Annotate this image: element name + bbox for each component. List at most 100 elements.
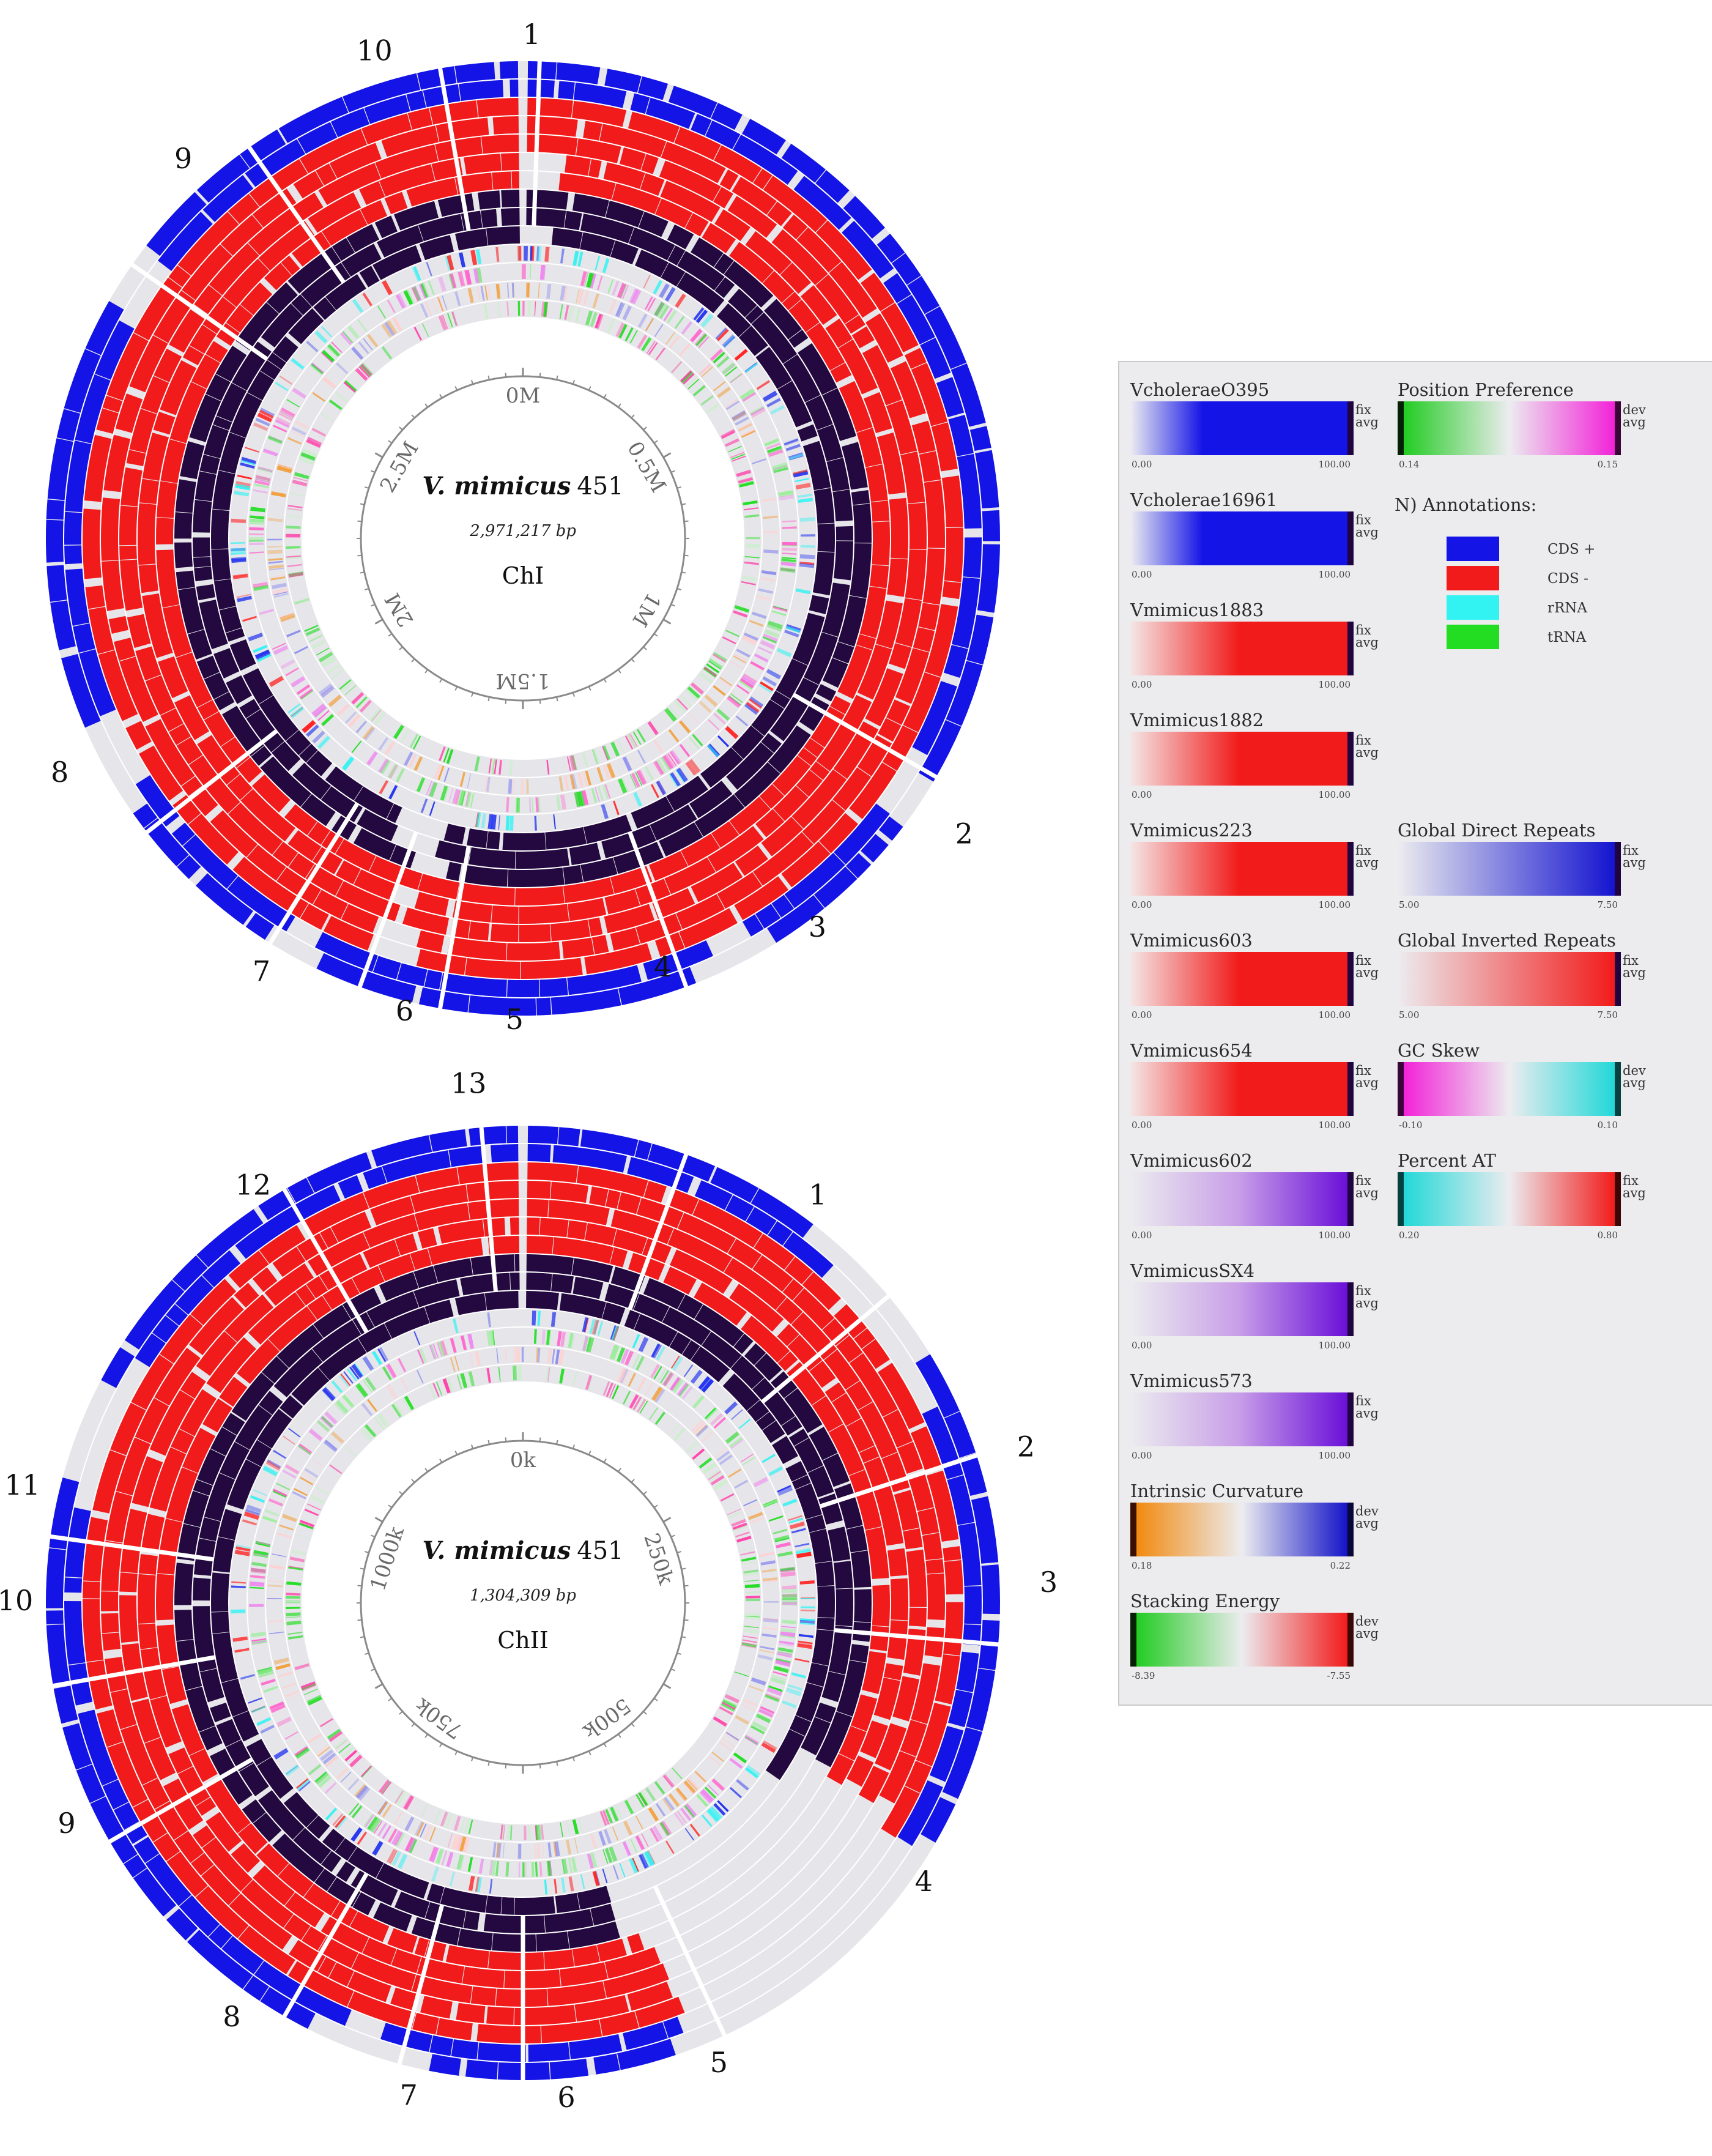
feature-tick (694, 1772, 706, 1783)
region-boundary (246, 145, 346, 284)
track-segment (539, 978, 568, 997)
feature-tick (404, 1816, 415, 1832)
track-segment (507, 979, 539, 997)
track-segment (135, 1398, 169, 1444)
track-segment (332, 237, 355, 261)
track-segment (284, 804, 317, 836)
feature-tick (779, 1640, 795, 1645)
track-segment (717, 872, 763, 909)
track-segment (691, 114, 712, 136)
track-segment (942, 581, 962, 600)
feature-tick (664, 754, 675, 769)
track-segment (146, 191, 207, 256)
feature-tick (782, 526, 797, 529)
track-segment (424, 1902, 466, 1928)
feature-tick (796, 1549, 811, 1555)
feature-tick (718, 677, 732, 688)
track-segment (724, 261, 774, 308)
feature-tick (735, 1531, 750, 1537)
track-segment (640, 173, 665, 196)
track-segment (803, 632, 839, 685)
feature-tick (732, 455, 746, 462)
track-segment (424, 1299, 454, 1323)
feature-tick (569, 774, 576, 790)
feature-tick (235, 485, 250, 491)
track-segment (463, 1911, 480, 1930)
scale-tick (454, 686, 458, 691)
track-segment (872, 521, 890, 566)
track-segment (828, 1424, 865, 1476)
feature-tick (740, 1551, 755, 1556)
scale-tick (439, 678, 443, 683)
track-segment (714, 209, 751, 242)
feature-tick (602, 746, 609, 760)
feature-track (249, 264, 797, 812)
feature-tick (788, 453, 804, 460)
feature-tick (744, 702, 759, 715)
feature-tick (284, 1731, 298, 1740)
feature-tick (784, 438, 799, 445)
feature-tick (363, 1814, 373, 1827)
legend-gradient-bar (1136, 1613, 1347, 1667)
track-segment (288, 308, 324, 344)
feature-tick (721, 429, 736, 439)
feature-tick (298, 1780, 311, 1792)
legend-tag1: dev (1623, 403, 1646, 417)
track-segment (83, 1599, 104, 1662)
feature-tick (799, 517, 815, 522)
track-segment (189, 394, 221, 442)
feature-tick (490, 759, 495, 774)
track-segment (944, 1560, 963, 1595)
track-segment (457, 1162, 519, 1184)
track-segment (264, 262, 292, 291)
track-segment (755, 809, 785, 838)
region-boundary (833, 1627, 1000, 1647)
feature-tick (517, 301, 521, 316)
feature-tick (268, 560, 283, 564)
feature-tick (361, 1766, 372, 1778)
feature-tick (273, 1657, 289, 1665)
feature-tick (745, 1591, 760, 1594)
feature-tick (450, 273, 457, 289)
track-segment (815, 170, 850, 203)
feature-tick (692, 385, 706, 396)
track-segment (783, 354, 821, 403)
feature-tick (607, 279, 614, 294)
track-segment (234, 1282, 259, 1308)
track-segment (500, 208, 520, 226)
track-segment (206, 374, 231, 401)
feature-tick (698, 336, 710, 348)
feature-tick (284, 1464, 300, 1474)
feature-tick (516, 1347, 521, 1362)
feature-tick (242, 1519, 258, 1526)
feature-tick (347, 1778, 360, 1791)
feature-tick (328, 694, 342, 707)
track-segment (491, 1144, 519, 1162)
feature-tick (249, 533, 264, 535)
feature-tick (382, 1366, 392, 1381)
feature-tick (766, 1687, 782, 1697)
feature-tick (254, 484, 269, 488)
feature-tick (536, 246, 539, 261)
track-segment (195, 873, 253, 925)
feature-tick (321, 413, 334, 422)
track-segment (166, 1467, 198, 1522)
track-segment (825, 318, 853, 348)
track-segment (259, 695, 299, 741)
legend-bar-end (1615, 1172, 1621, 1226)
feature-tick (735, 715, 749, 727)
feature-tick (404, 1795, 414, 1810)
scale-label: 1000k (366, 1524, 409, 1594)
feature-tick (249, 522, 264, 525)
feature-tick (255, 475, 271, 481)
feature-tick (361, 1403, 373, 1416)
track-segment (599, 124, 667, 158)
legend-tag1: fix (1355, 953, 1371, 968)
feature-tick (700, 395, 714, 406)
track-segment (957, 453, 982, 529)
feature-tick (766, 623, 782, 632)
track-segment (813, 488, 835, 524)
track-segment (237, 1823, 268, 1854)
feature-tick (667, 753, 677, 766)
track-segment (838, 339, 878, 395)
